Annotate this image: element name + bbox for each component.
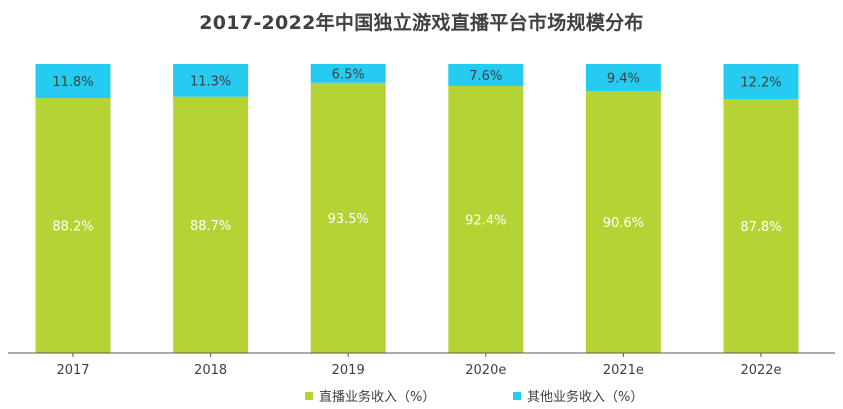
legend-item-other-revenue: 其他业务收入（%）	[513, 386, 643, 405]
legend: 直播业务收入（%） 其他业务收入（%）	[0, 386, 843, 405]
x-tick-label-2021e: 2021e	[603, 363, 644, 378]
chart-title: 2017-2022年中国独立游戏直播平台市场规模分布	[199, 12, 644, 34]
legend-item-live-revenue: 直播业务收入（%）	[305, 386, 435, 405]
legend-swatch-live-revenue	[305, 391, 313, 400]
bar-live-revenue-2021e	[585, 91, 661, 353]
x-tick-label-2018: 2018	[194, 363, 227, 378]
data-label-other-revenue-2021e: 9.4%	[607, 72, 640, 87]
bar-live-revenue-2020e	[448, 85, 524, 354]
data-label-live-revenue-2022e: 87.8%	[740, 220, 781, 235]
x-tick-label-2022e: 2022e	[740, 363, 781, 378]
bar-other-revenue-2018	[173, 64, 249, 97]
data-label-other-revenue-2018: 11.3%	[190, 74, 231, 89]
legend-label-other-revenue: 其他业务收入（%）	[527, 390, 644, 405]
legend-swatch-other-revenue	[513, 391, 521, 400]
bar-other-revenue-2020e	[448, 64, 524, 86]
data-label-other-revenue-2020e: 7.6%	[469, 69, 502, 84]
bar-live-revenue-2022e	[723, 99, 799, 354]
data-label-live-revenue-2017: 88.2%	[52, 220, 93, 235]
data-label-other-revenue-2022e: 12.2%	[740, 76, 781, 91]
bar-other-revenue-2022e	[723, 64, 799, 100]
x-tick-label-2020e: 2020e	[465, 363, 506, 378]
legend-label-live-revenue: 直播业务收入（%）	[319, 390, 436, 405]
data-label-live-revenue-2020e: 92.4%	[465, 213, 506, 228]
data-label-live-revenue-2019: 93.5%	[328, 212, 369, 227]
bar-other-revenue-2017	[35, 64, 111, 99]
data-label-other-revenue-2017: 11.8%	[52, 75, 93, 90]
bar-other-revenue-2019	[310, 64, 386, 83]
bar-other-revenue-2021e	[585, 64, 661, 92]
bar-live-revenue-2018	[173, 96, 249, 354]
data-label-live-revenue-2018: 88.7%	[190, 219, 231, 234]
data-label-other-revenue-2019: 6.5%	[332, 67, 365, 82]
bar-live-revenue-2017	[35, 98, 111, 354]
x-tick-label-2017: 2017	[56, 363, 89, 378]
x-tick-label-2019: 2019	[332, 363, 365, 378]
data-label-live-revenue-2021e: 90.6%	[603, 216, 644, 231]
bar-live-revenue-2019	[310, 82, 386, 353]
